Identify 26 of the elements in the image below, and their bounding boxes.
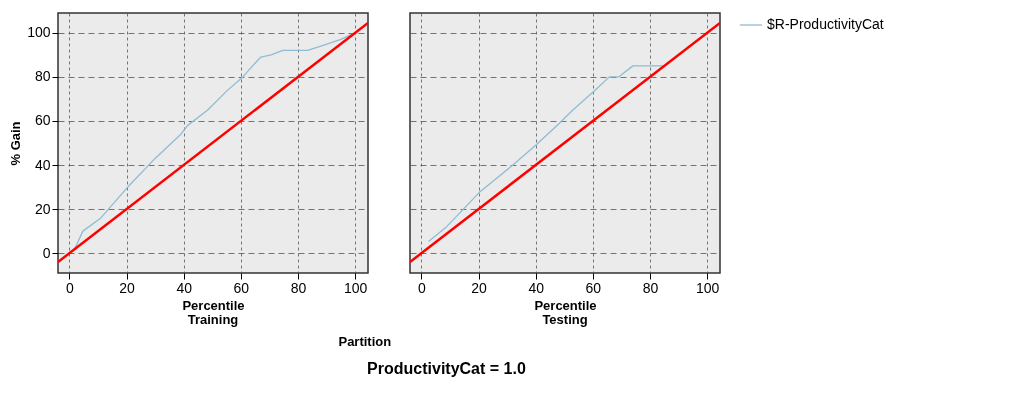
x-axis-title: Percentile [182,297,245,313]
y-tick-label: 60 [34,112,51,129]
x-tick-label: 100 [695,279,720,296]
x-tick-label: 100 [343,279,368,296]
text: ProductivityCat = 1.0 [367,359,526,377]
y-tick-label: 0 [42,244,51,261]
x-axis-title: Percentile [534,297,597,313]
text: Testing [542,312,588,327]
y-tick-label: 100 [27,24,51,41]
x-tick-label: 60 [585,279,602,296]
x-tick-label: 20 [471,279,488,296]
x-tick-label: 0 [418,279,427,296]
text: Training [187,312,239,327]
x-tick-label: 40 [176,279,193,296]
y-axis-title: % Gain [8,121,24,166]
x-tick-label: 20 [119,279,136,296]
x-tick-label: 0 [66,279,75,296]
legend-label: $R-ProductivityCat [767,16,884,32]
y-tick-label: 80 [34,68,51,85]
x-tick-label: 80 [642,279,659,296]
x-tick-label: 80 [290,279,307,296]
y-tick-label: 40 [34,156,51,173]
x-tick-label: 60 [233,279,250,296]
text: Partition [338,333,392,349]
y-tick-label: 20 [34,200,51,217]
x-tick-label: 40 [528,279,545,296]
